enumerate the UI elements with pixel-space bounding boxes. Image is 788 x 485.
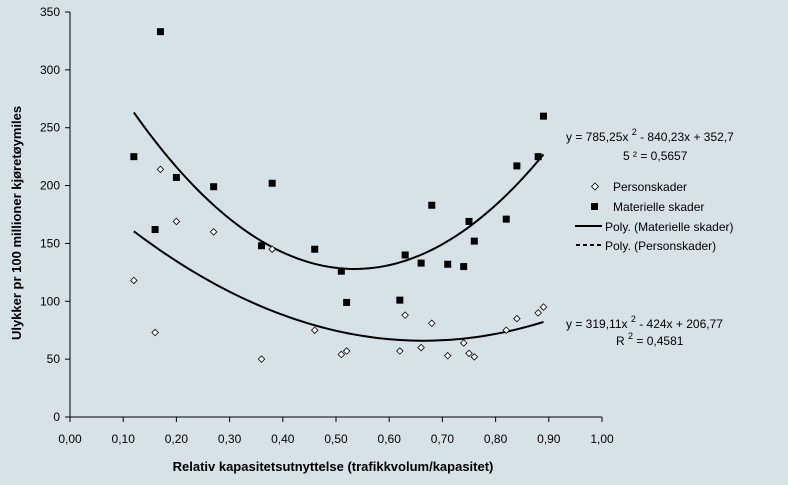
legend-label-trend-materielle: Poly. (Materielle skader) xyxy=(605,220,733,234)
point-personskader xyxy=(342,347,351,355)
point-materielle-skader xyxy=(470,237,478,245)
point-materielle-skader xyxy=(258,242,266,250)
equation-materielle: y = 785,25x 2 - 840,23x + 352,7 xyxy=(566,124,734,144)
legend-label-personskader: Personskader xyxy=(613,180,687,194)
point-personskader xyxy=(337,350,346,359)
legend-item-trend-materielle: Poly. (Materielle skader) xyxy=(575,220,733,234)
x-tick-label: 1,00 xyxy=(590,432,614,446)
point-personskader xyxy=(156,165,165,174)
point-personskader xyxy=(396,347,404,355)
point-personskader xyxy=(470,353,479,361)
x-tick-label: 0,00 xyxy=(58,432,82,446)
legend-marker-diamond xyxy=(590,182,600,191)
axes xyxy=(65,11,603,422)
point-materielle-skader xyxy=(539,112,547,120)
r-squared-personskader-rest: = 0,4581 xyxy=(636,334,683,348)
y-tick-label: 0 xyxy=(53,410,60,424)
point-materielle-skader xyxy=(460,263,468,271)
point-materielle-skader xyxy=(268,179,276,187)
x-tick-label: 0,70 xyxy=(431,432,455,446)
y-tick-label: 100 xyxy=(40,294,60,308)
point-materielle-skader xyxy=(401,251,409,259)
x-tick-label: 0,90 xyxy=(537,432,561,446)
point-materielle-skader xyxy=(417,259,425,267)
point-personskader xyxy=(130,276,138,285)
point-materielle-skader xyxy=(513,162,521,170)
point-materielle-skader xyxy=(465,217,473,225)
point-personskader xyxy=(257,355,266,363)
trendline-materielle xyxy=(133,111,545,270)
point-personskader xyxy=(268,245,276,253)
point-materielle-skader xyxy=(172,173,180,181)
data-points xyxy=(130,28,548,363)
x-tick-label: 0,30 xyxy=(218,432,242,446)
x-tick-label: 0,40 xyxy=(271,432,295,446)
trendlines xyxy=(133,111,545,342)
equation-personskader-rest: - 424x + 206,77 xyxy=(639,317,723,331)
equation-personskader-sup: 2 xyxy=(631,314,636,324)
legend-item-personskader: Personskader xyxy=(590,180,687,194)
y-tick-label: 350 xyxy=(40,5,60,19)
r-squared-personskader-prefix: R xyxy=(616,334,625,348)
point-materielle-skader xyxy=(502,215,510,223)
y-tick-label: 250 xyxy=(40,121,60,135)
point-personskader xyxy=(465,349,473,358)
point-materielle-skader xyxy=(337,267,345,275)
x-tick-label: 0,50 xyxy=(324,432,348,446)
point-materielle-skader xyxy=(534,153,542,161)
point-materielle-skader xyxy=(428,201,436,209)
equation-materielle-main: y = 785,25x xyxy=(566,130,628,144)
point-materielle-skader xyxy=(396,296,404,304)
point-personskader xyxy=(459,339,468,347)
legend-item-trend-personskader: Poly. (Personskader) xyxy=(576,239,716,253)
point-materielle-skader xyxy=(444,260,452,268)
point-personskader xyxy=(310,326,319,334)
trendline-personskader xyxy=(133,230,544,342)
point-personskader xyxy=(151,328,159,337)
y-tick-labels: 0 50 100 150 200 250 300 350 xyxy=(40,5,60,424)
point-materielle-skader xyxy=(151,226,159,234)
point-personskader xyxy=(539,303,548,311)
y-tick-label: 50 xyxy=(47,352,61,366)
y-tick-label: 200 xyxy=(40,179,60,193)
r-squared-personskader-sup: 2 xyxy=(628,331,633,341)
x-tick-labels: 0,00 0,10 0,20 0,30 0,40 0,50 0,60 0,70 0,80 0,90… xyxy=(58,432,614,446)
legend-label-trend-personskader: Poly. (Personskader) xyxy=(605,239,716,253)
equation-materielle-sup: 2 xyxy=(632,127,637,137)
equation-materielle-rest: - 840,23x + 352,7 xyxy=(640,130,734,144)
point-personskader xyxy=(534,309,542,317)
r-squared-materielle: 5 ² = 0,5657 xyxy=(623,149,688,163)
point-materielle-skader xyxy=(343,298,351,306)
legend: Personskader Materielle skader Poly. (Ma… xyxy=(575,180,733,253)
point-materielle-skader xyxy=(130,153,138,161)
y-axis-title: Ulykker pr 100 millioner kjøretøymiles xyxy=(9,106,24,340)
point-personskader xyxy=(172,217,181,226)
legend-marker-square xyxy=(591,203,598,210)
y-tick-label: 300 xyxy=(40,63,60,77)
point-personskader xyxy=(427,319,436,328)
point-materielle-skader xyxy=(156,28,164,36)
equation-personskader-main: y = 319,11x xyxy=(566,317,628,331)
x-tick-label: 0,80 xyxy=(484,432,508,446)
point-personskader xyxy=(209,228,218,236)
r-squared-personskader: R 2 = 0,4581 xyxy=(616,328,684,348)
x-tick-label: 0,20 xyxy=(165,432,189,446)
point-materielle-skader xyxy=(311,245,319,253)
y-tick-label: 150 xyxy=(40,236,60,250)
point-personskader xyxy=(502,326,511,334)
point-personskader xyxy=(513,314,521,323)
legend-label-materielle: Materielle skader xyxy=(613,200,704,214)
x-tick-label: 0,10 xyxy=(112,432,136,446)
point-personskader xyxy=(417,343,425,352)
point-materielle-skader xyxy=(210,183,218,191)
point-personskader xyxy=(443,351,452,360)
x-tick-label: 0,60 xyxy=(378,432,402,446)
point-personskader xyxy=(401,311,409,319)
x-axis-title: Relativ kapasitetsutnyttelse (trafikkvol… xyxy=(173,459,494,474)
equation-personskader: y = 319,11x 2 - 424x + 206,77 xyxy=(566,311,723,331)
legend-item-materielle: Materielle skader xyxy=(591,200,704,214)
